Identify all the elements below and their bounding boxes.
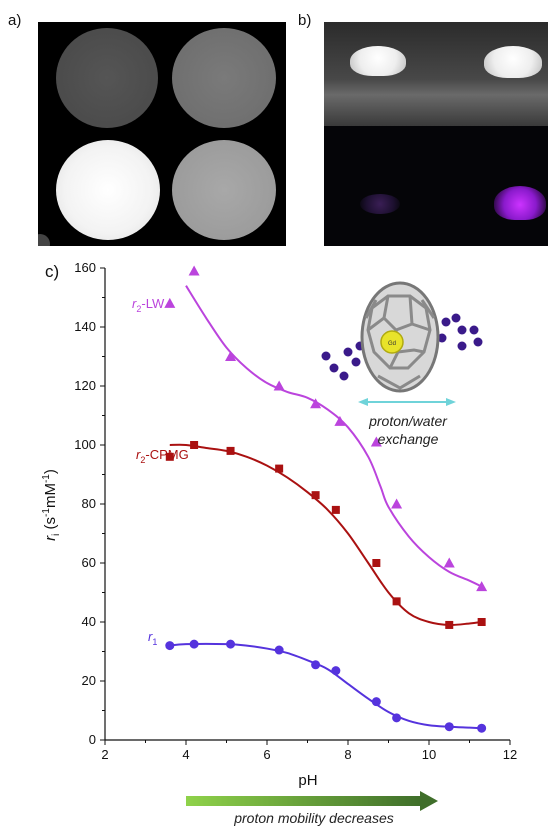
proton-mobility-arrow — [186, 791, 438, 811]
phantom-disc-top-right — [172, 28, 276, 128]
data-point-r2-cpmg — [165, 452, 174, 461]
phantom-disc-edge — [38, 234, 50, 246]
exchange-label-line1: proton/water — [368, 413, 448, 429]
water-molecule-dot — [451, 313, 461, 323]
panel-label-c: c) — [45, 262, 60, 281]
water-molecule-dot — [339, 371, 349, 381]
y-tick-label: 80 — [82, 496, 96, 511]
x-axis-label: pH — [298, 772, 317, 789]
data-point-r2-cpmg — [392, 597, 401, 606]
data-point-r2-lw — [188, 265, 200, 276]
panel-label-a: a) — [8, 12, 22, 29]
y-tick-label: 60 — [82, 555, 96, 570]
fit-line-r2-lw — [185, 285, 483, 588]
data-point-r2-lw — [164, 297, 176, 308]
data-point-r2-cpmg — [190, 441, 199, 449]
data-point-r2-lw — [334, 415, 346, 426]
water-molecule-dot — [441, 317, 451, 327]
fullerene-inset-illustration: Gd proton/water exchange — [321, 281, 483, 447]
powder-pile-right — [484, 46, 542, 78]
mri-phantom-image — [38, 22, 286, 246]
powder-sample-photo — [324, 22, 548, 246]
x-tick-label: 10 — [422, 747, 436, 762]
panel-label-b: b) — [298, 12, 312, 29]
fullerene-cage-mesh — [364, 294, 436, 390]
gd-atom-label: Gd — [388, 341, 396, 347]
x-tick-label: 12 — [503, 747, 517, 762]
phantom-disc-bottom-left — [56, 140, 160, 240]
series-label-r1: r1 — [148, 629, 157, 647]
data-point-r2-lw — [443, 557, 455, 568]
water-molecule-dot — [321, 351, 331, 361]
data-point-r2-cpmg — [331, 505, 340, 514]
phantom-disc-bottom-right — [172, 140, 276, 240]
data-point-r1 — [371, 697, 381, 707]
exchange-arrow — [358, 398, 456, 406]
phantom-disc-top-left — [56, 28, 158, 128]
series-label-r2-lw: r2-LW — [132, 296, 165, 314]
data-point-r1 — [189, 639, 199, 649]
water-molecule-dot — [351, 357, 361, 367]
glow-faint-left — [360, 194, 400, 214]
water-molecule-dot — [437, 333, 447, 343]
data-point-r2-lw — [391, 498, 403, 509]
y-tick-label: 100 — [74, 437, 96, 452]
data-point-r1 — [311, 660, 321, 670]
x-tick-label: 4 — [182, 747, 189, 762]
x-tick-label: 8 — [344, 747, 351, 762]
fit-line-r1 — [169, 642, 482, 730]
water-molecule-dot — [469, 325, 479, 335]
y-tick-label: 140 — [74, 319, 96, 334]
data-point-r1 — [165, 641, 175, 651]
data-point-r2-cpmg — [311, 491, 320, 500]
data-point-r1 — [444, 722, 454, 732]
water-molecule-dot — [457, 325, 467, 335]
y-axis-label: ri (s-1mM-1) — [41, 469, 62, 541]
x-tick-label: 6 — [263, 747, 270, 762]
y-tick-label: 120 — [74, 378, 96, 393]
y-tick-label: 20 — [82, 673, 96, 688]
proton-mobility-note: proton mobility decreases — [233, 810, 394, 826]
data-point-r2-lw — [370, 436, 382, 447]
data-point-r1 — [392, 713, 402, 723]
powder-pile-left — [350, 46, 406, 76]
water-molecule-dot — [473, 337, 483, 347]
glow-bright-right — [494, 186, 546, 220]
series-label-r2-cpmg: r2-CPMG — [136, 447, 189, 465]
data-point-r2-lw — [225, 351, 237, 361]
data-point-r2-cpmg — [372, 559, 381, 567]
water-molecule-dot — [457, 341, 467, 351]
y-tick-label: 40 — [82, 614, 96, 629]
gd-atom — [380, 330, 404, 354]
data-point-r1 — [226, 639, 236, 649]
data-point-r2-lw — [476, 581, 488, 592]
data-point-r2-cpmg — [477, 618, 486, 626]
y-tick-label: 0 — [89, 732, 96, 747]
water-molecule-dot — [329, 363, 339, 373]
data-point-r2-lw — [310, 398, 322, 409]
data-point-r1 — [274, 645, 284, 655]
data-point-r1 — [477, 723, 487, 733]
data-point-r2-cpmg — [275, 464, 284, 473]
water-molecule-dot — [343, 347, 353, 357]
data-point-r2-cpmg — [226, 446, 235, 455]
y-tick-label: 160 — [74, 260, 96, 275]
fit-line-r2-cpmg — [169, 443, 482, 626]
x-tick-label: 2 — [101, 747, 108, 762]
data-point-r1 — [331, 666, 341, 676]
exchange-label-line2: exchange — [378, 431, 439, 447]
data-point-r2-cpmg — [445, 620, 454, 629]
data-point-r2-lw — [273, 380, 285, 391]
